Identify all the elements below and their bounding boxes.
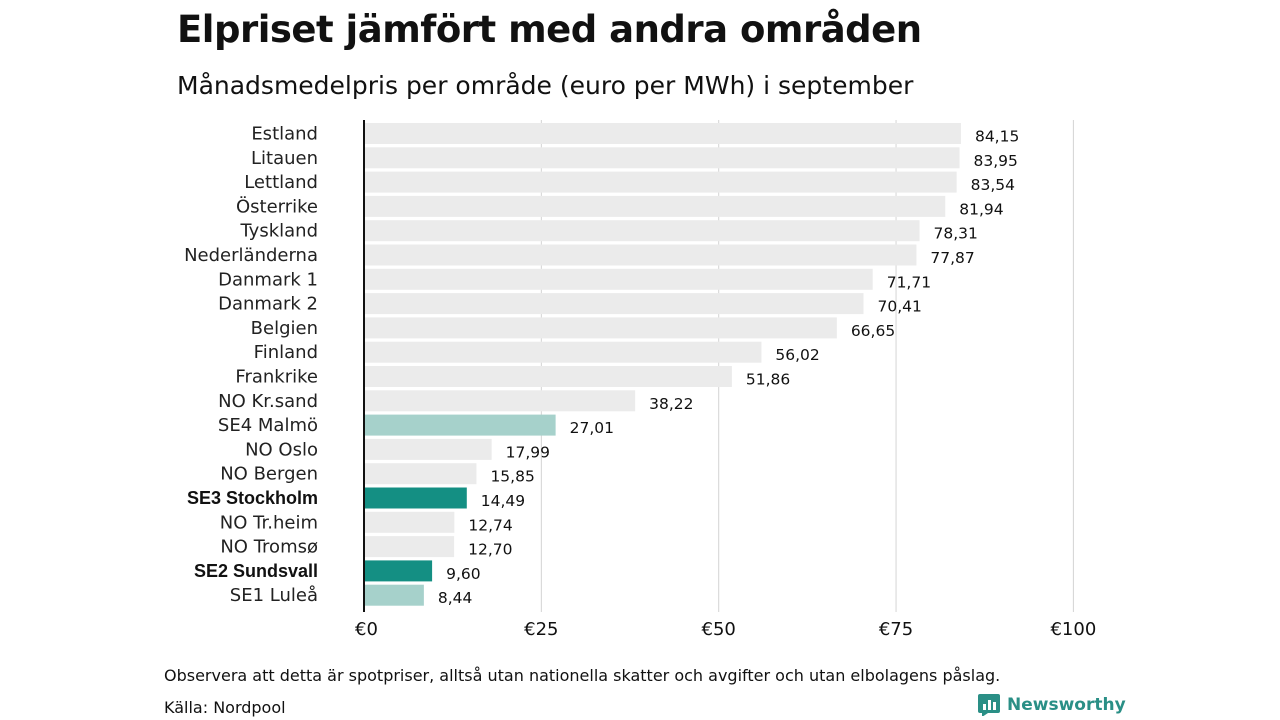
- value-label: 81,94: [959, 200, 1003, 218]
- category-label: NO Tromsø: [220, 537, 318, 558]
- value-label: 38,22: [649, 395, 693, 413]
- category-label: Österrike: [236, 195, 318, 217]
- bar: [364, 268, 873, 290]
- bar-chart-logo-icon: [978, 694, 1000, 716]
- bar: [364, 220, 920, 242]
- category-label: Lettland: [244, 172, 318, 193]
- category-label: Finland: [254, 342, 318, 363]
- bar-chart: Estland 84,15 Litauen 83,95 Lettland 83,54 Öst…: [184, 120, 1096, 640]
- bar: [364, 341, 762, 363]
- bar: [364, 317, 837, 339]
- x-tick-label: €75: [879, 619, 913, 640]
- value-label: 12,70: [468, 541, 512, 559]
- value-label: 51,86: [746, 371, 790, 389]
- x-tick-label: €0: [355, 619, 378, 640]
- chart-title: Elpriset jämfört med andra områden: [177, 8, 922, 51]
- value-label: 9,60: [446, 565, 481, 583]
- chart-subtitle: Månadsmedelpris per område (euro per MWh…: [177, 71, 914, 100]
- bar: [364, 438, 492, 460]
- category-label: SE3 Stockholm: [187, 488, 318, 508]
- category-label: Frankrike: [235, 367, 318, 388]
- category-label: SE1 Luleå: [230, 585, 318, 606]
- category-label: Estland: [251, 124, 318, 145]
- bar: [364, 244, 917, 266]
- source-credit: Källa: Nordpool: [164, 698, 286, 717]
- value-label: 15,85: [490, 468, 534, 486]
- bar: [364, 536, 455, 558]
- brand-name: Newsworthy: [1007, 695, 1126, 715]
- bar: [364, 195, 946, 217]
- category-label: Nederländerna: [184, 245, 318, 266]
- value-label: 70,41: [877, 298, 921, 316]
- x-tick-label: €25: [524, 619, 558, 640]
- bar: [364, 147, 960, 169]
- x-tick-label: €50: [702, 619, 736, 640]
- value-label: 77,87: [930, 249, 974, 267]
- x-tick-label: €100: [1050, 619, 1096, 640]
- category-label: SE4 Malmö: [218, 415, 318, 436]
- value-label: 8,44: [438, 589, 473, 607]
- value-label: 78,31: [934, 225, 978, 243]
- category-label: Danmark 2: [218, 294, 318, 315]
- bar: [364, 487, 467, 509]
- bar: [364, 560, 433, 582]
- category-label: Danmark 1: [218, 269, 318, 290]
- bar: [364, 390, 636, 412]
- category-label: Litauen: [251, 148, 318, 169]
- bar: [364, 171, 957, 193]
- bar: [364, 123, 961, 144]
- bar: [364, 511, 455, 533]
- value-label: 56,02: [775, 346, 819, 364]
- value-label: 84,15: [975, 128, 1019, 146]
- value-label: 27,01: [570, 419, 614, 437]
- bar: [364, 366, 732, 387]
- value-label: 71,71: [887, 273, 931, 291]
- category-label: NO Oslo: [245, 439, 318, 460]
- category-label: SE2 Sundsvall: [194, 561, 318, 581]
- category-label: Tyskland: [239, 221, 318, 242]
- bar: [364, 293, 864, 315]
- value-label: 14,49: [481, 492, 525, 510]
- value-label: 83,54: [971, 176, 1015, 194]
- footnote: Observera att detta är spotpriser, allts…: [164, 666, 1001, 685]
- value-label: 66,65: [851, 322, 895, 340]
- category-label: NO Kr.sand: [218, 391, 318, 412]
- category-label: NO Bergen: [220, 464, 318, 485]
- brand-mark: Newsworthy: [978, 694, 1126, 716]
- category-label: Belgien: [251, 318, 318, 339]
- bar: [364, 584, 424, 606]
- bar: [364, 463, 477, 485]
- category-label: NO Tr.heim: [220, 512, 318, 533]
- value-label: 83,95: [974, 152, 1018, 170]
- value-label: 17,99: [506, 443, 550, 461]
- value-label: 12,74: [468, 516, 512, 534]
- bar: [364, 414, 556, 436]
